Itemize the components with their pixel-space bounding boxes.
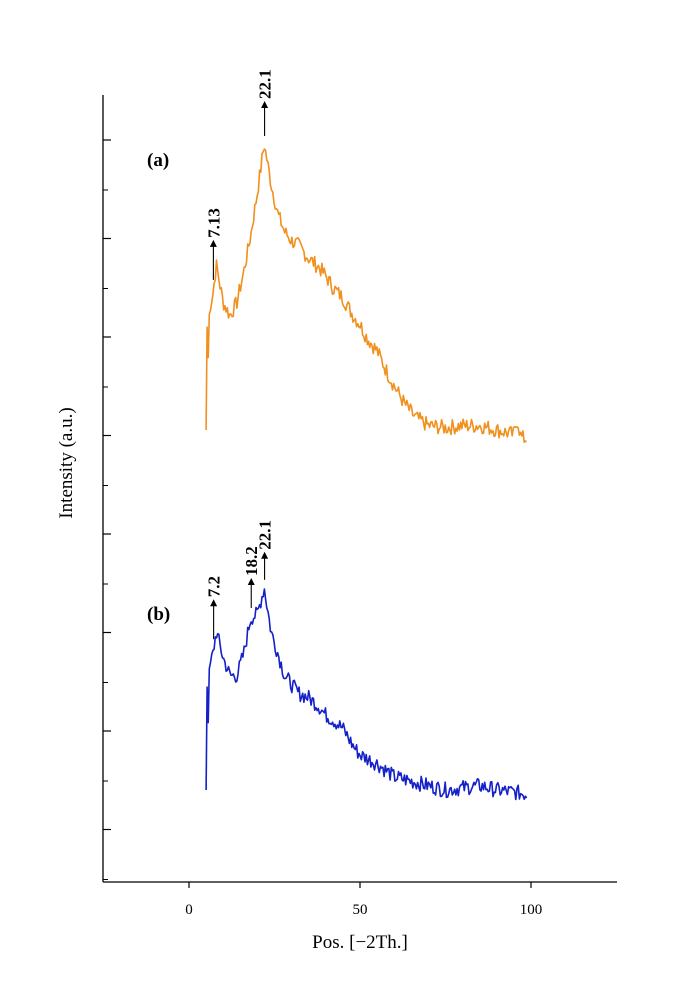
peak-arrow-head xyxy=(247,577,255,585)
peak-label: 22.1 xyxy=(256,69,275,99)
x-tick-label: 100 xyxy=(520,902,543,918)
y-ticks xyxy=(103,139,111,880)
peak-label: 22.1 xyxy=(256,520,275,550)
y-axis-title: Intensity (a.u.) xyxy=(56,407,77,518)
panel-label-a: (a) xyxy=(147,150,169,171)
x-tick-label: 50 xyxy=(353,902,368,918)
series-line-b xyxy=(205,588,528,801)
peak-label: 18.2 xyxy=(242,546,261,576)
axes: 0 50 100 xyxy=(102,95,617,918)
panel-label-b: (b) xyxy=(147,604,170,625)
x-axis-title: Pos. [−2Th.] xyxy=(312,932,408,953)
peak-label: 7.13 xyxy=(204,208,223,238)
x-ticks: 0 50 100 xyxy=(185,882,542,918)
peak-arrow-head xyxy=(210,599,218,607)
peak-arrow-head xyxy=(209,239,217,247)
peak-label: 7.2 xyxy=(205,576,224,597)
series-layer xyxy=(205,148,528,801)
x-tick-label: 0 xyxy=(185,902,193,918)
series-line-a xyxy=(205,148,527,443)
peak-arrow-head xyxy=(261,100,269,108)
peak-arrow-head xyxy=(261,551,269,559)
